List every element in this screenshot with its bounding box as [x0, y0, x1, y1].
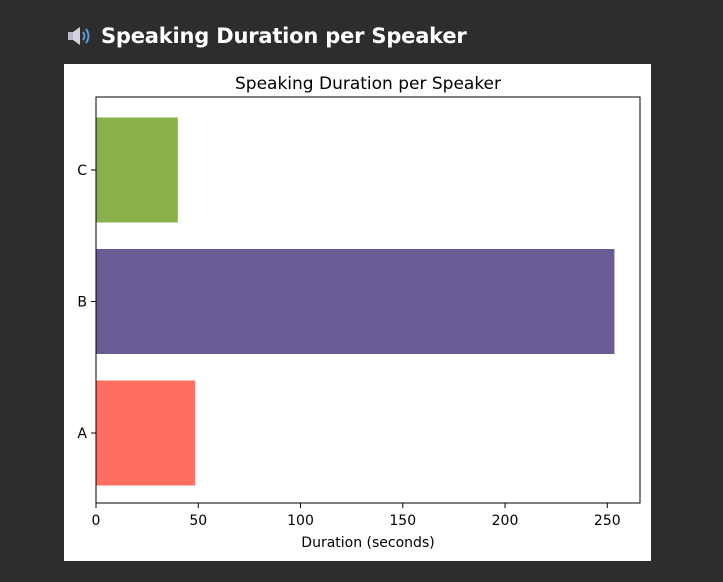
x-tick-label-200: 200 [492, 513, 519, 529]
chart-title: Speaking Duration per Speaker [235, 74, 501, 94]
x-tick-label-0: 0 [92, 513, 101, 529]
bar-A [96, 380, 196, 486]
bar-B [96, 249, 615, 354]
y-tick-label-A: A [77, 426, 87, 442]
y-tick-label-B: B [77, 295, 87, 311]
ticks-layer: A B C 0 50 100 150 200 250 [77, 163, 620, 529]
chart-card: Speaking Duration per Speaker A B C 0 50 100 1… [64, 64, 651, 561]
x-tick-label-50: 50 [189, 513, 207, 529]
x-tick-label-100: 100 [287, 513, 314, 529]
x-tick-label-250: 250 [594, 513, 621, 529]
page-header: Speaking Duration per Speaker [67, 20, 467, 52]
bars-layer [96, 117, 615, 486]
page-title: Speaking Duration per Speaker [101, 24, 467, 48]
plot-frame [95, 96, 641, 504]
x-tick-label-150: 150 [389, 513, 416, 529]
bar-C [96, 117, 178, 223]
bar-chart: Speaking Duration per Speaker A B C 0 50 100 1… [77, 74, 641, 551]
x-axis-label: Duration (seconds) [301, 535, 434, 551]
y-tick-label-C: C [77, 163, 87, 179]
speaker-icon [68, 27, 90, 45]
